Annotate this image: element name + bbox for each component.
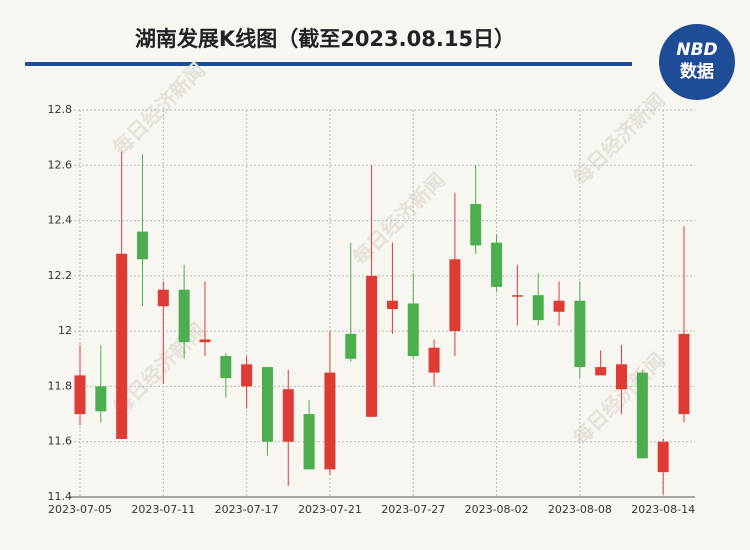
x-tick-label: 2023-08-14: [631, 503, 695, 516]
candle-body: [511, 295, 523, 297]
candle-body: [449, 259, 461, 332]
candle-body: [657, 441, 669, 473]
y-tick-label: 12.4: [48, 214, 73, 227]
x-tick-label: 2023-07-21: [298, 503, 362, 516]
x-tick-label: 2023-08-02: [465, 503, 529, 516]
candle-body: [574, 300, 586, 368]
candle-body: [178, 289, 190, 343]
candle-body: [386, 300, 398, 310]
candle-body: [261, 367, 273, 442]
candle-body: [220, 356, 232, 379]
chart-title: 湖南发展K线图（截至2023.08.15日）: [135, 27, 515, 51]
candle-body: [470, 203, 482, 246]
candle-body: [241, 364, 253, 387]
logo: [659, 24, 735, 100]
candle-body: [282, 389, 294, 442]
y-tick-label: 12.8: [48, 103, 73, 116]
candle-body: [678, 333, 690, 415]
candle-body: [136, 231, 148, 260]
y-tick-label: 11.6: [48, 435, 73, 448]
x-tick-label: 2023-07-11: [131, 503, 195, 516]
x-tick-label: 2023-07-05: [48, 503, 112, 516]
y-tick-label: 11.8: [48, 379, 73, 392]
logo-text: 数据: [680, 61, 714, 82]
candle-body: [407, 303, 419, 357]
candle-body: [116, 253, 128, 439]
candle-body: [616, 364, 628, 390]
x-tick-label: 2023-08-08: [548, 503, 612, 516]
candle-body: [324, 372, 336, 470]
candle-body: [366, 275, 378, 417]
candle-body: [74, 375, 86, 415]
y-tick-label: 12: [58, 324, 72, 337]
y-tick-label: 12.2: [48, 269, 73, 282]
candle-body: [491, 242, 503, 287]
candle-body: [95, 386, 107, 412]
candle-body: [532, 295, 544, 321]
title-rule: [25, 62, 632, 66]
candle-body: [428, 347, 440, 373]
candle-body: [345, 333, 357, 359]
candle-body: [199, 339, 211, 343]
y-tick-label: 12.6: [48, 158, 73, 171]
candle-body: [303, 414, 315, 470]
candle-body: [553, 300, 565, 312]
x-tick-label: 2023-07-17: [215, 503, 279, 516]
candle-body: [595, 367, 607, 376]
y-tick-label: 11.4: [48, 490, 73, 503]
logo-text: NBD: [676, 40, 717, 60]
candle-body: [157, 289, 169, 307]
x-tick-label: 2023-07-27: [381, 503, 445, 516]
candle-body: [636, 372, 648, 459]
